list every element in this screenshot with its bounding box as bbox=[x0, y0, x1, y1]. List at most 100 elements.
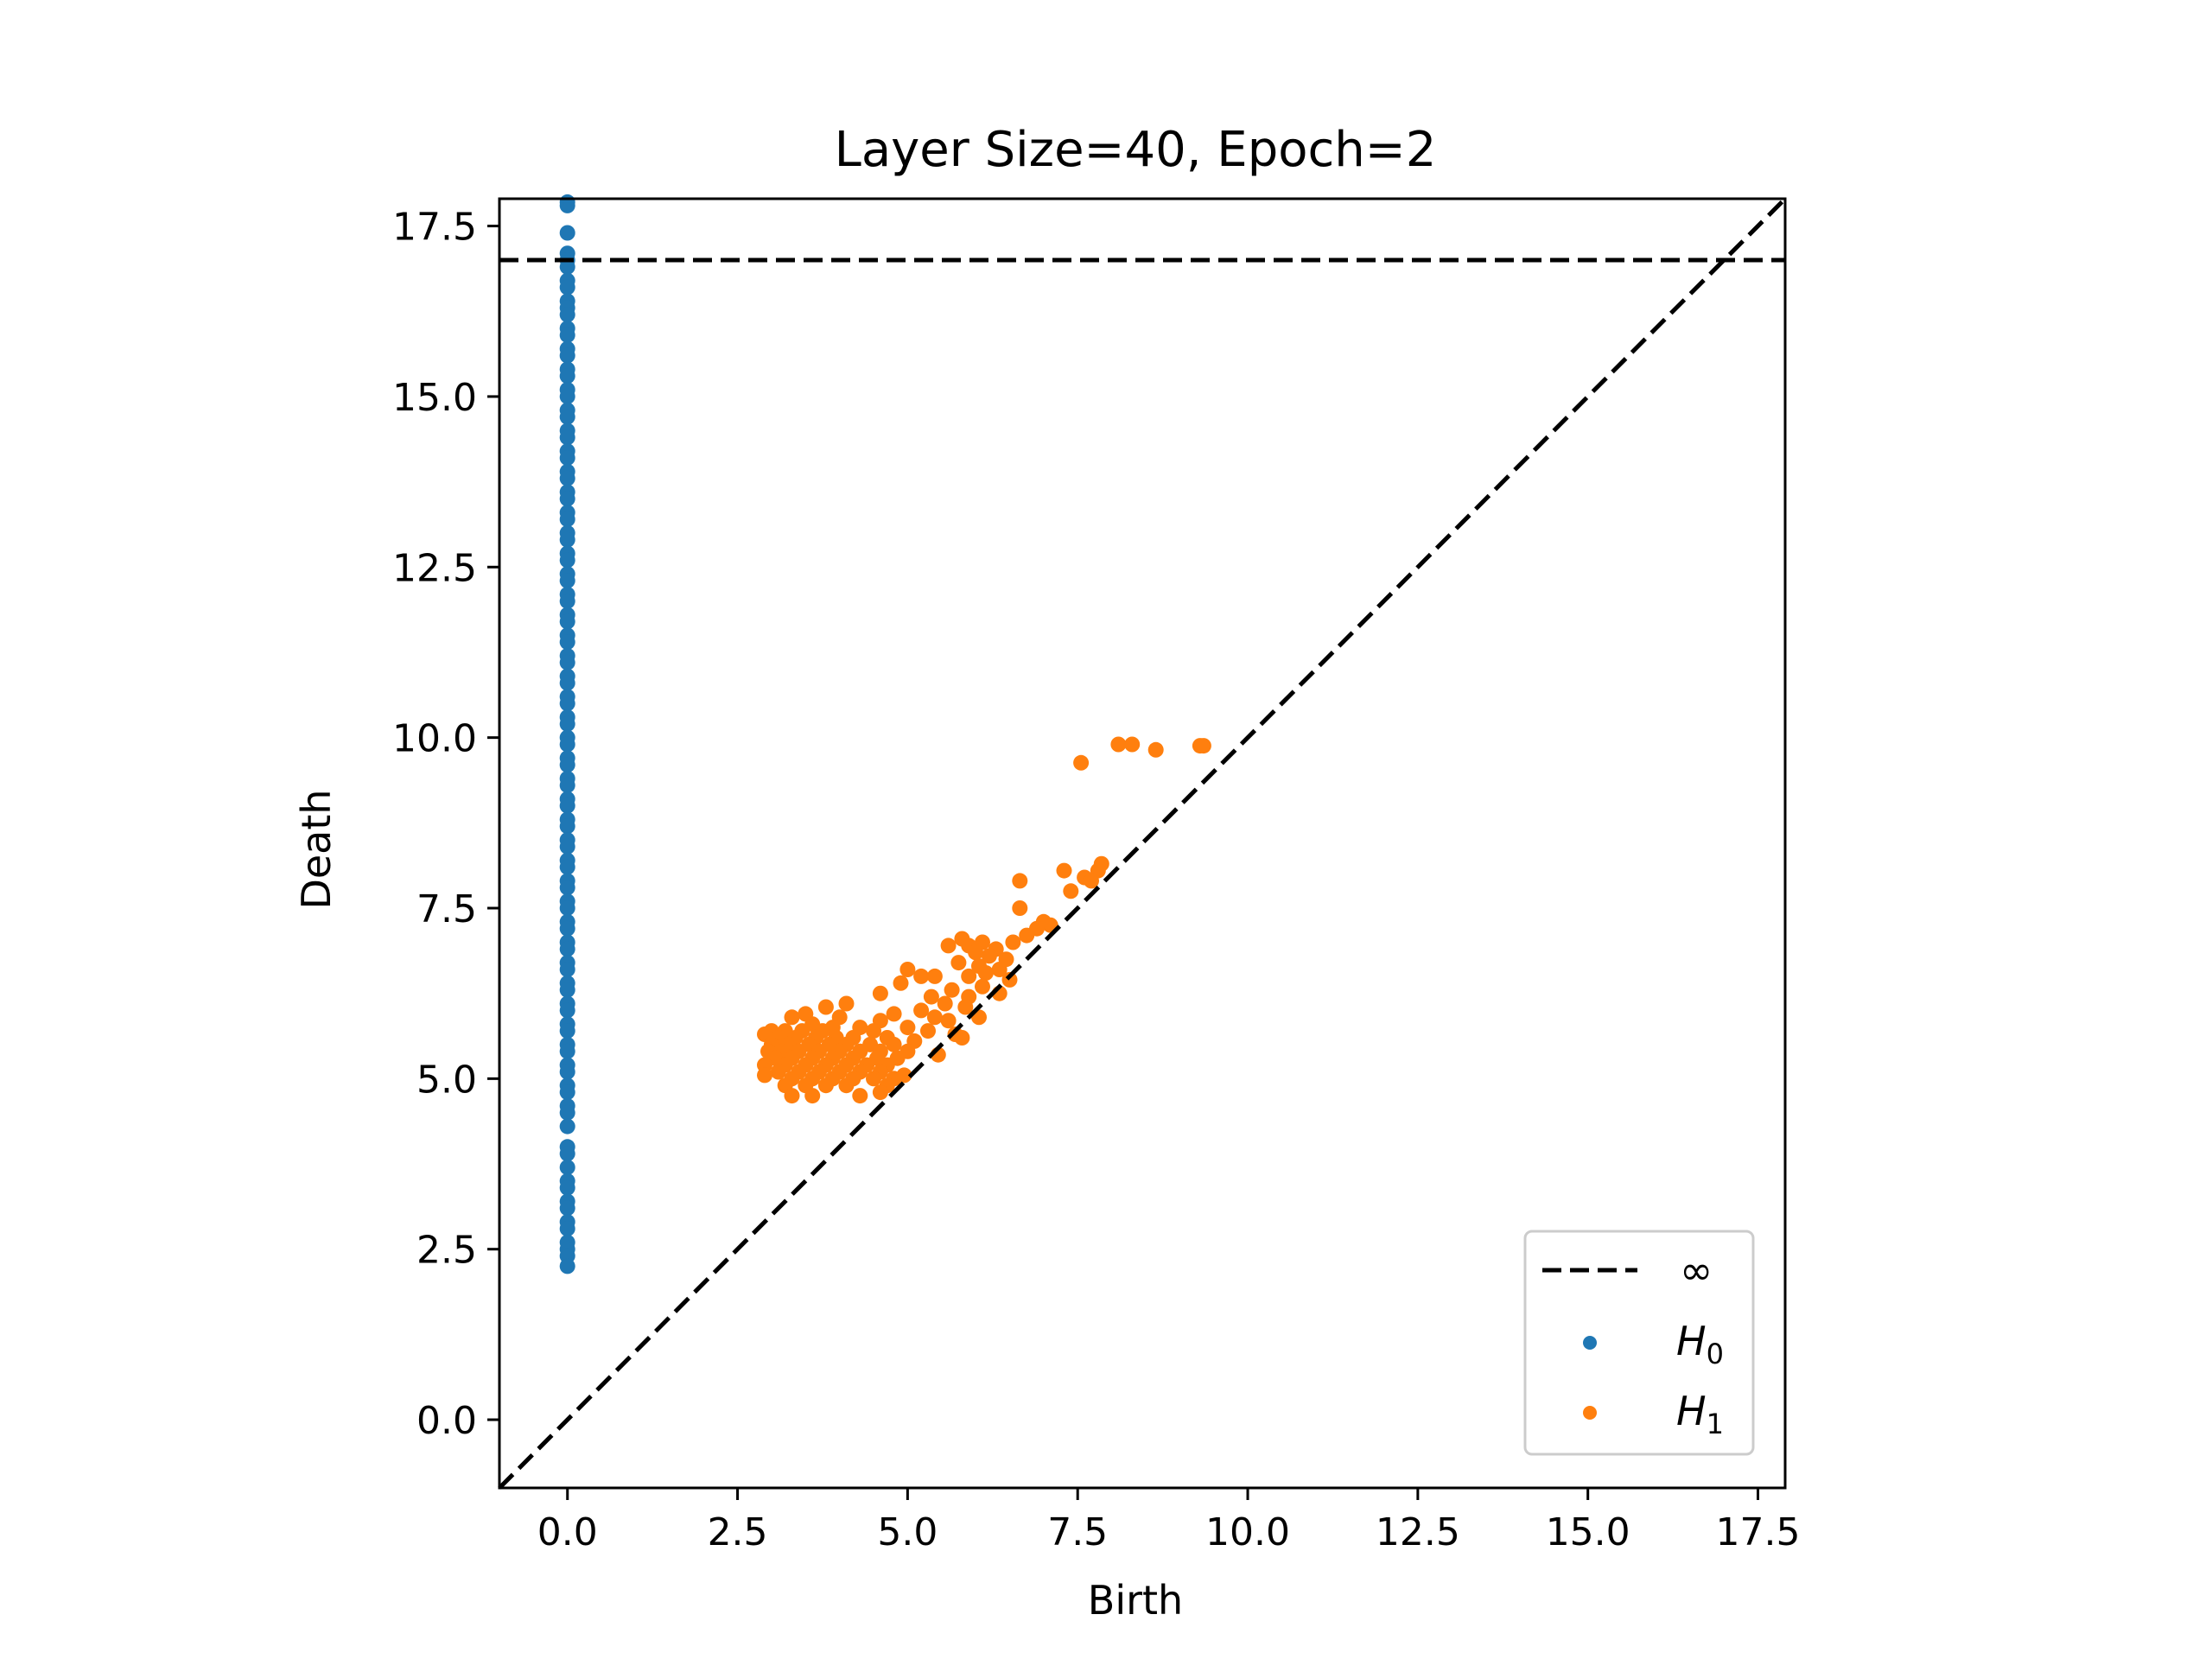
h1-point bbox=[944, 982, 960, 998]
x-axis-label: Birth bbox=[1088, 1577, 1183, 1624]
h1-point bbox=[1110, 736, 1127, 753]
legend-infinity-label: ∞ bbox=[1680, 1247, 1713, 1294]
h0-point bbox=[559, 1200, 575, 1217]
h1-point bbox=[817, 1077, 834, 1094]
h1-point bbox=[899, 1020, 916, 1036]
h1-point bbox=[757, 1067, 772, 1084]
h0-point bbox=[559, 225, 575, 241]
h1-point bbox=[1001, 971, 1018, 988]
h1-point bbox=[899, 962, 916, 977]
y-axis: 0.0 2.5 5.0 7.5 10.0 12.5 15.0 17.5 bbox=[392, 206, 499, 1443]
h0-point bbox=[559, 388, 575, 404]
h0-point bbox=[559, 279, 575, 296]
h0-point bbox=[559, 1118, 575, 1135]
h1-point bbox=[913, 1002, 930, 1019]
h0-point bbox=[559, 736, 575, 753]
h0-point bbox=[559, 491, 575, 507]
h0-point bbox=[559, 982, 575, 998]
h0-point bbox=[559, 1160, 575, 1175]
h1-point bbox=[926, 968, 943, 984]
h0-point bbox=[559, 1043, 575, 1059]
h0-point bbox=[559, 552, 575, 569]
plot-content bbox=[498, 194, 1787, 1490]
h1-point bbox=[784, 1088, 800, 1104]
h1-point bbox=[886, 1006, 902, 1022]
h0-point bbox=[559, 1104, 575, 1121]
h1-point bbox=[886, 1036, 902, 1052]
y-tick-label: 10.0 bbox=[392, 717, 477, 761]
x-axis: 0.0 2.5 5.0 7.5 10.0 12.5 15.0 17.5 bbox=[537, 1488, 1801, 1554]
h1-point bbox=[950, 955, 967, 971]
h1-point bbox=[817, 999, 834, 1015]
h1-point bbox=[926, 1009, 943, 1026]
h1-series bbox=[757, 736, 1211, 1104]
h0-point bbox=[559, 777, 575, 793]
legend-h0-subscript: 0 bbox=[1707, 1338, 1724, 1370]
h0-point bbox=[559, 593, 575, 609]
h1-point bbox=[923, 988, 939, 1005]
h0-point bbox=[559, 1146, 575, 1162]
h0-point bbox=[559, 409, 575, 425]
h0-point bbox=[559, 1221, 575, 1236]
legend-h1-label: H1 bbox=[1676, 1388, 1724, 1440]
h1-point bbox=[940, 1013, 957, 1029]
h1-point bbox=[784, 1009, 800, 1026]
h1-point bbox=[838, 995, 855, 1012]
h1-point bbox=[1124, 736, 1141, 753]
h1-point bbox=[852, 1088, 868, 1104]
h0-point bbox=[559, 450, 575, 466]
h0-point bbox=[559, 307, 575, 323]
h1-point bbox=[1195, 738, 1211, 754]
y-tick-label: 5.0 bbox=[416, 1058, 477, 1102]
h0-point bbox=[559, 258, 575, 275]
h0-point bbox=[559, 757, 575, 773]
legend-h0-letter: H bbox=[1676, 1318, 1707, 1364]
y-tick-label: 0.0 bbox=[416, 1399, 477, 1443]
legend-h1-swatch bbox=[1583, 1406, 1597, 1420]
y-axis-label: Death bbox=[293, 789, 340, 909]
h0-point bbox=[559, 512, 575, 527]
chart-title: Layer Size=40, Epoch=2 bbox=[835, 122, 1437, 178]
h0-point bbox=[559, 634, 575, 651]
h0-point bbox=[559, 531, 575, 548]
h1-point bbox=[1019, 927, 1035, 944]
y-tick-label: 2.5 bbox=[416, 1229, 477, 1273]
h1-point bbox=[913, 968, 930, 984]
legend: ∞ H0 H1 bbox=[1523, 1230, 1755, 1456]
h0-series bbox=[559, 194, 575, 1274]
h1-point bbox=[1012, 873, 1028, 889]
h1-point bbox=[770, 1064, 786, 1080]
h0-point bbox=[559, 1064, 575, 1080]
h0-point bbox=[559, 327, 575, 343]
h1-point bbox=[947, 1027, 963, 1042]
x-tick-label: 0.0 bbox=[537, 1510, 598, 1554]
h0-point bbox=[559, 1179, 575, 1196]
h1-point bbox=[872, 985, 888, 1001]
h1-point bbox=[975, 978, 990, 995]
h0-point bbox=[559, 962, 575, 977]
h0-point bbox=[559, 880, 575, 896]
x-tick-label: 5.0 bbox=[877, 1510, 938, 1554]
legend-h1-letter: H bbox=[1676, 1388, 1707, 1434]
h1-point bbox=[961, 968, 977, 984]
legend-h1-subscript: 1 bbox=[1707, 1408, 1724, 1440]
h0-point bbox=[559, 859, 575, 875]
x-tick-label: 12.5 bbox=[1376, 1510, 1460, 1554]
h0-point bbox=[559, 197, 575, 213]
x-tick-label: 17.5 bbox=[1716, 1510, 1801, 1554]
x-tick-label: 2.5 bbox=[708, 1510, 768, 1554]
h0-point bbox=[559, 613, 575, 630]
y-tick-label: 17.5 bbox=[392, 206, 477, 250]
h0-point bbox=[559, 675, 575, 691]
h1-point bbox=[1084, 873, 1099, 889]
h0-point bbox=[559, 715, 575, 732]
h0-point bbox=[559, 818, 575, 835]
h0-point bbox=[559, 900, 575, 916]
h0-point bbox=[559, 1002, 575, 1019]
h1-point bbox=[991, 962, 1007, 977]
h1-point bbox=[1147, 741, 1164, 758]
h0-point bbox=[559, 941, 575, 957]
x-tick-label: 10.0 bbox=[1205, 1510, 1290, 1554]
h1-point bbox=[872, 1084, 888, 1101]
